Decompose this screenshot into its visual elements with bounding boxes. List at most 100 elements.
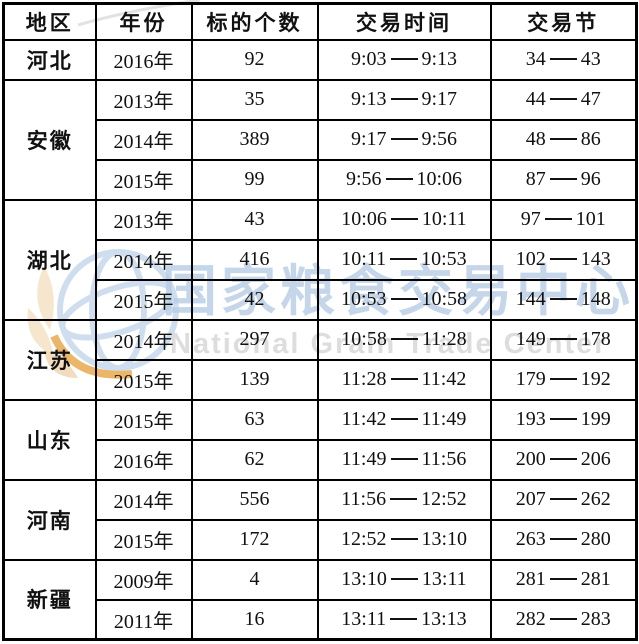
region-cell: 湖北 — [2, 198, 97, 321]
range-dash — [390, 218, 418, 220]
region-cell: 安徽 — [2, 78, 97, 201]
count-cell: 16 — [190, 598, 319, 641]
table-row: 河北 2016年 92 9:03 9:13 34 43 — [2, 38, 638, 81]
time-to: 13:11 — [421, 568, 467, 590]
session-cell: 281 281 — [489, 558, 638, 601]
time-to: 11:28 — [421, 328, 467, 350]
year-cell: 2009年 — [94, 558, 193, 601]
time-cell: 13:11 13:13 — [316, 598, 492, 641]
time-to: 9:17 — [421, 88, 458, 110]
year-cell: 2015年 — [94, 518, 193, 561]
session-from: 44 — [525, 88, 546, 110]
table-row: 河南 2014年 556 11:56 12:52 207 262 — [2, 478, 638, 561]
count-cell: 99 — [190, 158, 319, 201]
range-dash — [385, 178, 413, 180]
region-cell: 山东 — [2, 398, 97, 481]
time-to: 10:06 — [416, 168, 463, 190]
session-cell: 179 192 — [489, 358, 638, 401]
time-from: 9:13 — [350, 88, 387, 110]
region-cell: 江苏 — [2, 318, 97, 401]
range-dash — [390, 458, 418, 460]
time-cell: 11:56 12:52 — [316, 478, 492, 521]
year-cell: 2015年 — [94, 158, 193, 201]
session-from: 282 — [515, 607, 546, 630]
time-to: 11:42 — [421, 368, 467, 390]
count-cell: 63 — [190, 398, 319, 441]
session-from: 179 — [515, 368, 546, 390]
time-from: 9:56 — [345, 168, 382, 190]
region-cell: 河南 — [2, 478, 97, 561]
table-row: 新疆 2009年 4 13:10 13:11 281 281 — [2, 558, 638, 641]
time-to: 11:49 — [421, 408, 467, 430]
range-dash — [549, 458, 577, 460]
time-to: 10:53 — [421, 248, 467, 270]
time-cell: 10:53 10:58 — [316, 278, 492, 321]
session-to: 280 — [580, 528, 611, 550]
time-to: 12:52 — [421, 488, 467, 510]
time-to: 9:13 — [421, 48, 458, 70]
range-dash — [390, 298, 418, 300]
count-cell: 172 — [190, 518, 319, 561]
session-cell: 48 86 — [489, 118, 638, 161]
year-cell: 2014年 — [94, 478, 193, 521]
session-cell: 193 199 — [489, 398, 638, 441]
year-cell: 2013年 — [94, 78, 193, 121]
table-row: 2015年 139 11:28 11:42 179 192 — [4, 358, 638, 401]
table-row: 2014年 389 9:17 9:56 48 86 — [4, 118, 638, 161]
time-from: 9:17 — [350, 128, 387, 150]
time-from: 10:06 — [341, 208, 387, 230]
session-cell: 97 101 — [489, 198, 638, 241]
table-row: 2015年 42 10:53 10:58 144 148 — [4, 278, 638, 321]
range-dash — [549, 338, 577, 340]
session-to: 148 — [580, 288, 611, 310]
range-dash — [549, 178, 577, 180]
count-cell: 35 — [190, 78, 319, 121]
range-dash — [390, 338, 418, 340]
session-to: 262 — [580, 488, 611, 510]
range-dash — [549, 418, 577, 420]
range-dash — [390, 378, 418, 380]
session-cell: 144 148 — [489, 278, 638, 321]
col-header-count: 标的个数 — [190, 2, 319, 41]
year-cell: 2014年 — [94, 238, 193, 281]
time-from: 10:11 — [341, 248, 387, 270]
count-cell: 556 — [190, 478, 319, 521]
time-from: 13:11 — [341, 607, 387, 630]
count-cell: 416 — [190, 238, 319, 281]
time-from: 11:49 — [341, 448, 387, 470]
range-dash — [549, 138, 577, 140]
session-from: 87 — [525, 168, 546, 190]
time-from: 11:56 — [341, 488, 387, 510]
session-from: 263 — [515, 528, 546, 550]
region-cell: 新疆 — [2, 558, 97, 641]
table-row: 2014年 416 10:11 10:53 102 143 — [4, 238, 638, 281]
session-to: 43 — [580, 48, 601, 70]
session-cell: 263 280 — [489, 518, 638, 561]
session-to: 199 — [580, 408, 611, 430]
time-cell: 9:17 9:56 — [316, 118, 492, 161]
range-dash — [549, 617, 577, 620]
table-row: 2016年 62 11:49 11:56 200 206 — [4, 438, 638, 481]
year-cell: 2014年 — [94, 118, 193, 161]
time-to: 13:13 — [421, 607, 467, 630]
range-dash — [390, 98, 418, 100]
time-cell: 11:49 11:56 — [316, 438, 492, 481]
range-dash — [549, 498, 577, 500]
time-to: 13:10 — [421, 528, 468, 550]
year-cell: 2013年 — [94, 198, 193, 241]
table-row: 2015年 99 9:56 10:06 87 96 — [4, 158, 638, 201]
time-from: 10:53 — [340, 288, 387, 310]
year-cell: 2015年 — [94, 278, 193, 321]
range-dash — [549, 378, 577, 380]
col-header-session: 交易节 — [489, 2, 638, 41]
table-row: 安徽 2013年 35 9:13 9:17 44 47 — [2, 78, 638, 201]
time-cell: 10:58 11:28 — [316, 318, 492, 361]
session-cell: 44 47 — [489, 78, 638, 121]
range-dash — [549, 538, 577, 540]
session-to: 143 — [580, 248, 611, 270]
session-to: 283 — [580, 607, 611, 630]
session-to: 101 — [575, 208, 606, 230]
count-cell: 389 — [190, 118, 319, 161]
